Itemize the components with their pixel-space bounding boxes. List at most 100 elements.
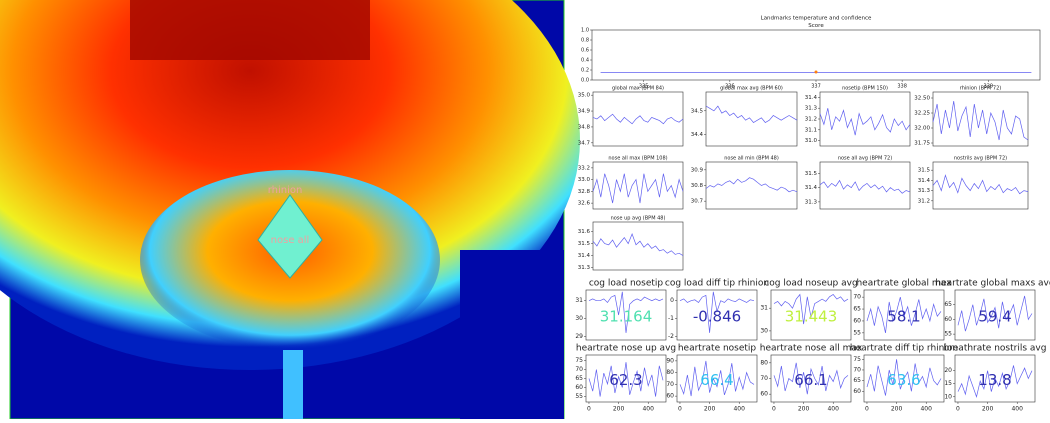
y-tick-label: 70 <box>575 366 583 373</box>
x-tick-label: 200 <box>891 406 903 413</box>
y-tick-label: -1 <box>668 315 674 322</box>
plot-frame <box>954 289 1036 341</box>
x-tick-label: 400 <box>1011 406 1023 413</box>
y-tick-label: 32.25 <box>914 111 930 117</box>
plot-frame <box>705 161 798 210</box>
y-tick-label: 34.7 <box>578 140 591 146</box>
data-line <box>866 297 942 333</box>
chart-title: breathrate nostrils avg <box>944 343 1047 353</box>
big-value: 59.4 <box>978 308 1011 326</box>
x-tick-label: 338 <box>897 84 907 90</box>
plot-frame <box>676 354 758 403</box>
y-tick-label: 60 <box>853 317 861 324</box>
chart-title: heartrate diff tip rhinion <box>850 343 958 353</box>
y-tick-label: 0 <box>670 297 674 304</box>
big-value: 13.8 <box>978 371 1011 389</box>
y-tick-label: 0.4 <box>581 58 589 64</box>
chart-title: global max (BPM 84) <box>612 86 664 92</box>
plot-frame <box>770 289 852 341</box>
chart-title: nose all max (BPM 108) <box>608 156 667 162</box>
plot-frame <box>863 289 945 341</box>
y-tick-label: 30 <box>575 315 583 322</box>
y-tick-label: 32.00 <box>914 126 930 132</box>
plot-frame <box>592 161 684 210</box>
y-tick-label: 90 <box>666 357 674 364</box>
x-tick-label: 335 <box>639 84 649 90</box>
plot-frame <box>932 161 1029 210</box>
data-line <box>932 174 1029 195</box>
x-tick-label: 0 <box>956 406 960 413</box>
data-line <box>957 365 1033 399</box>
y-tick-label: 65 <box>853 377 861 384</box>
big-value: 62.3 <box>609 371 642 389</box>
y-tick-label: 60 <box>853 388 861 395</box>
data-line <box>588 362 664 397</box>
y-tick-label: 31.75 <box>914 141 930 147</box>
big-value: 31.443 <box>785 308 838 326</box>
data-line <box>957 295 1033 332</box>
data-line <box>932 100 1029 141</box>
data-line <box>679 360 755 397</box>
x-tick-label: 200 <box>704 406 716 413</box>
y-tick-label: 70 <box>853 366 861 373</box>
y-tick-label: 31.4 <box>918 178 931 184</box>
chart-title: heartrate global max <box>856 278 952 288</box>
x-tick-label: 336 <box>725 84 735 90</box>
y-tick-label: 0.0 <box>581 78 589 84</box>
y-tick-label: 55 <box>853 329 861 336</box>
y-tick-label: 65 <box>575 375 583 382</box>
landmark-label: nose all <box>271 235 310 246</box>
chart-title: heartrate nose up avg <box>576 343 676 353</box>
big-value: 66.4 <box>700 371 733 389</box>
chart-title: heartrate nose all max <box>760 343 863 353</box>
nose-region <box>257 194 323 279</box>
y-tick-label: 0.2 <box>581 68 589 74</box>
y-tick-label: 70 <box>853 294 861 301</box>
data-line <box>705 177 798 193</box>
x-tick-label: 200 <box>613 406 625 413</box>
big-value: -0.846 <box>693 308 741 326</box>
data-line <box>588 291 664 333</box>
y-tick-label: 34.9 <box>578 109 591 115</box>
plot-frame <box>592 221 684 271</box>
plot-frame <box>705 91 798 147</box>
data-line <box>705 105 798 123</box>
y-tick-label: -2 <box>668 333 674 340</box>
plot-frame <box>954 354 1036 403</box>
y-tick-label: 75 <box>575 357 583 364</box>
x-tick-label: 339 <box>984 84 994 90</box>
plot-frame <box>863 354 945 403</box>
y-tick-label: 31.4 <box>805 95 818 101</box>
y-tick-label: 60 <box>760 391 768 398</box>
y-tick-label: 31.4 <box>578 253 591 259</box>
y-tick-label: 31.3 <box>805 199 818 205</box>
y-tick-label: 60 <box>575 384 583 391</box>
x-tick-label: 337 <box>811 84 821 90</box>
big-value: 58.1 <box>887 308 920 326</box>
x-tick-label: 0 <box>865 406 869 413</box>
y-tick-label: 31.4 <box>805 185 818 191</box>
y-tick-label: 31.3 <box>578 265 591 271</box>
x-tick-label: 400 <box>827 406 839 413</box>
y-tick-label: 31.1 <box>805 127 817 133</box>
chart-title: cog load noseup avg <box>764 278 857 288</box>
chart-title: heartrate global maxs avg <box>935 278 1050 288</box>
y-tick-label: 32.6 <box>578 201 591 207</box>
y-tick-label: 75 <box>853 356 861 363</box>
highlight-point <box>814 70 818 74</box>
x-tick-label: 400 <box>642 406 654 413</box>
y-tick-label: 31.0 <box>805 138 818 144</box>
thermal-image: rhinion nose all <box>0 0 580 420</box>
x-tick-label: 200 <box>798 406 810 413</box>
chart-title: nose all avg (BPM 72) <box>838 156 892 162</box>
y-tick-label: 60 <box>666 393 674 400</box>
y-tick-label: 31.3 <box>918 188 931 194</box>
chart-title: rhinion (BPM 72) <box>960 86 1002 92</box>
plot-frame <box>676 289 758 341</box>
x-tick-label: 0 <box>587 406 591 413</box>
x-tick-label: 200 <box>982 406 994 413</box>
y-tick-label: 31.3 <box>805 106 818 112</box>
y-tick-label: 70 <box>760 375 768 382</box>
data-line <box>679 291 755 333</box>
